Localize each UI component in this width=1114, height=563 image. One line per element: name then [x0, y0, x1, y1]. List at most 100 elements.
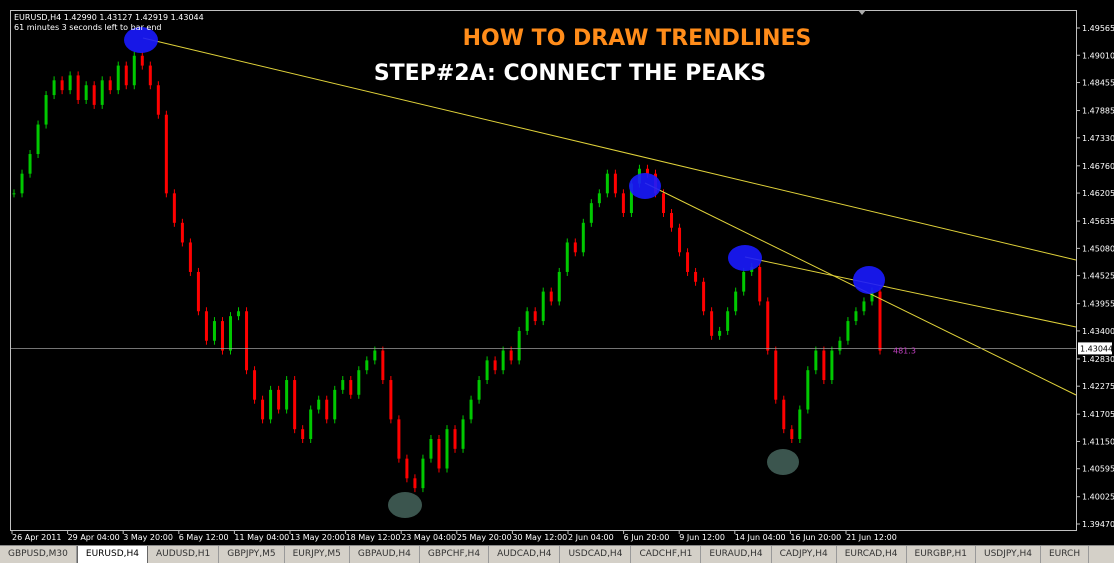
trough-marker: [767, 449, 799, 475]
y-tick-label: 1.46760: [1082, 162, 1114, 171]
candle-body: [790, 429, 794, 439]
peak-marker: [124, 27, 158, 53]
y-tick-label: 1.45080: [1082, 244, 1114, 253]
candle-body: [509, 350, 513, 361]
candle-body: [116, 65, 120, 91]
x-tick-label: 16 Jun 20:00: [790, 533, 841, 542]
x-tick-label: 6 Jun 20:00: [624, 533, 670, 542]
candle-body: [453, 429, 457, 449]
candle-body: [477, 380, 481, 400]
y-tick-label: 1.41150: [1082, 437, 1114, 446]
symbol-tab[interactable]: EURCH: [1041, 546, 1090, 563]
y-tick-label: 1.39470: [1082, 520, 1114, 529]
x-tick-label: 3 May 20:00: [123, 533, 173, 542]
candle-body: [156, 85, 160, 115]
symbol-tab[interactable]: GBPCHF,H4: [420, 546, 490, 563]
candle-body: [349, 380, 353, 395]
symbol-tab[interactable]: EURUSD,H4: [76, 546, 149, 563]
candle-body: [373, 350, 377, 361]
candle-body: [806, 370, 810, 410]
candle-body: [686, 252, 690, 272]
candle-body: [758, 267, 762, 302]
candle-body: [798, 409, 802, 439]
x-tick-label: 13 May 20:00: [290, 533, 345, 542]
chart-background: [0, 0, 1114, 545]
candle-body: [878, 291, 882, 351]
symbol-tab[interactable]: CADJPY,H4: [772, 546, 837, 563]
candle-body: [52, 80, 56, 96]
x-tick-label: 29 Apr 04:00: [68, 533, 120, 542]
candle-body: [573, 242, 577, 253]
y-tick-label: 1.44525: [1082, 272, 1114, 281]
candle-body: [774, 350, 778, 400]
candle-body: [44, 95, 48, 125]
candle-body: [517, 330, 521, 361]
candle-body: [245, 311, 249, 371]
symbol-info: EURUSD,H4 1.42990 1.43127 1.42919 1.4304…: [14, 13, 204, 22]
candle-body: [557, 271, 561, 302]
candle-body: [533, 311, 537, 322]
peak-marker: [629, 173, 661, 199]
candle-body: [12, 193, 16, 195]
candle-body: [429, 438, 433, 459]
symbol-tab[interactable]: USDJPY,H4: [976, 546, 1041, 563]
candle-body: [565, 242, 569, 272]
candle-body: [862, 301, 866, 312]
y-tick-label: 1.48455: [1082, 79, 1114, 88]
title: HOW TO DRAW TRENDLINES: [463, 26, 812, 51]
candle-body: [437, 438, 441, 469]
x-tick-label: 6 May 12:00: [179, 533, 229, 542]
symbol-tab[interactable]: EURJPY,M5: [285, 546, 350, 563]
candle-body: [301, 429, 305, 439]
candle-body: [357, 370, 361, 395]
candle-body: [60, 80, 64, 91]
candle-body: [734, 291, 738, 312]
candle-body: [237, 311, 241, 317]
candle-body: [501, 350, 505, 371]
candle-body: [269, 389, 273, 420]
candle-body: [132, 55, 136, 86]
symbol-tab[interactable]: AUDCAD,H4: [489, 546, 561, 563]
x-tick-label: 26 Apr 2011: [12, 533, 61, 542]
current-price-label: 1.43044: [1080, 344, 1113, 353]
spread-label: 481.3: [893, 346, 916, 355]
candle-body: [108, 80, 112, 91]
x-tick-label: 30 May 12:00: [512, 533, 567, 542]
candle-body: [589, 203, 593, 223]
scroll-marker: [858, 10, 866, 15]
symbol-tab[interactable]: EURGBP,H1: [907, 546, 976, 563]
candle-body: [541, 291, 545, 322]
symbol-tab[interactable]: GBPAUD,H4: [350, 546, 420, 563]
symbol-tab[interactable]: USDCAD,H4: [560, 546, 632, 563]
symbol-tab[interactable]: EURAUD,H4: [701, 546, 772, 563]
symbol-tab[interactable]: EURCAD,H4: [837, 546, 907, 563]
candle-body: [333, 389, 337, 420]
symbol-tab[interactable]: CADCHF,H1: [631, 546, 702, 563]
candle-body: [549, 291, 553, 302]
candle-body: [389, 380, 393, 420]
x-tick-label: 9 Jun 12:00: [679, 533, 725, 542]
candle-body: [180, 222, 184, 243]
y-tick-label: 1.49010: [1082, 51, 1114, 60]
candle-body: [309, 409, 313, 439]
candle-body: [710, 311, 714, 336]
candle-body: [461, 419, 465, 449]
candle-body: [220, 321, 224, 351]
candle-body: [20, 173, 24, 194]
candle-body: [68, 75, 72, 91]
candle-body: [814, 350, 818, 371]
peak-marker: [728, 245, 762, 271]
symbol-tab[interactable]: GBPUSD,M30: [0, 546, 77, 563]
x-tick-label: 11 May 04:00: [234, 533, 289, 542]
symbol-tab[interactable]: GBPJPY,M5: [219, 546, 285, 563]
trough-marker: [388, 492, 422, 518]
candle-body: [525, 311, 529, 331]
x-tick-label: 2 Jun 04:00: [568, 533, 614, 542]
candle-body: [92, 85, 96, 105]
candle-body: [140, 55, 144, 66]
symbol-tab[interactable]: AUDUSD,H1: [148, 546, 220, 563]
current-price-box: [1078, 342, 1112, 355]
y-tick-label: 1.49565: [1082, 24, 1114, 33]
candle-body: [253, 370, 257, 400]
